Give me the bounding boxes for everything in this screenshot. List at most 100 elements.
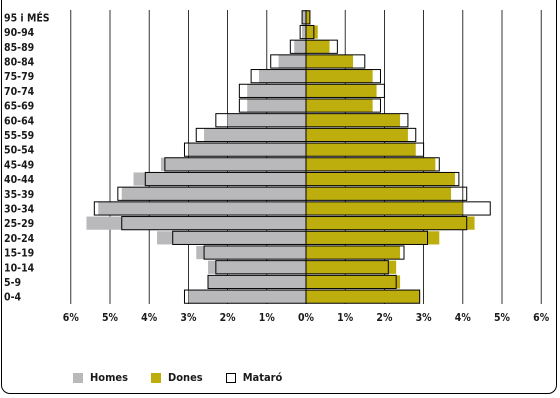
legend-swatch-mataro: [225, 372, 236, 383]
x-tick-label: 4%: [141, 312, 158, 324]
x-tick-label: 4%: [455, 312, 472, 324]
bar-homes: [86, 216, 306, 230]
x-tick-label: 0%: [298, 312, 315, 324]
x-tick-label: 6%: [533, 312, 550, 324]
bar-homes: [247, 98, 306, 113]
x-tick-label: 2%: [220, 312, 237, 324]
y-tick-label: 50-54: [4, 145, 35, 157]
y-tick-label: 85-89: [4, 42, 34, 54]
bar-mataro-right: [305, 39, 338, 54]
bar-dones: [306, 40, 330, 54]
bar-mataro-right: [305, 24, 315, 40]
bar-homes: [204, 128, 306, 142]
bar-mataro-right: [305, 260, 389, 275]
bar-homes: [247, 84, 306, 98]
bar-mataro-right: [305, 98, 381, 113]
bar-homes: [160, 157, 306, 171]
bar-homes: [196, 245, 306, 260]
bar-dones: [306, 98, 373, 113]
legend-item-mataro: Mataró: [225, 371, 282, 384]
y-tick-label: 90-94: [4, 27, 35, 39]
bar-mataro-right: [305, 69, 381, 84]
y-tick-label: 80-84: [4, 56, 35, 68]
bar-dones: [306, 260, 397, 274]
bar-homes: [133, 172, 306, 186]
bar-dones: [306, 157, 436, 171]
bar-mataro-right: [305, 83, 385, 98]
legend-swatch-dones: [151, 372, 162, 383]
y-tick-label: 30-34: [4, 203, 35, 215]
bar-dones: [306, 231, 440, 245]
bar-homes: [188, 290, 306, 304]
y-tick-label: 40-44: [4, 174, 35, 186]
bar-dones: [306, 172, 455, 186]
y-tick-label: 0-4: [4, 292, 21, 304]
y-tick-label: 70-74: [4, 86, 35, 98]
legend-label-dones: Dones: [168, 371, 203, 384]
bar-mataro-right: [305, 201, 491, 216]
y-tick-label: 65-69: [4, 101, 34, 113]
bar-homes: [121, 187, 306, 201]
x-axis-labels: 6% 5% 4% 3% 2% 1% 0% 1% 2% 3% 4% 5% 6%: [63, 312, 550, 324]
bar-dones: [306, 201, 463, 216]
bar-homes: [302, 10, 306, 24]
bar-mataro-right: [305, 216, 468, 231]
bar-dones: [306, 84, 377, 98]
bar-homes: [294, 40, 306, 54]
bar-mataro-right: [305, 230, 429, 245]
bar-mataro-right: [305, 142, 425, 157]
legend-item-homes: Homes: [73, 371, 128, 384]
x-tick-label: 6%: [63, 312, 80, 324]
legend: Homes Dones Mataró: [73, 371, 282, 384]
bar-mataro-right: [305, 157, 440, 172]
y-tick-label: 95 i MÉS: [4, 11, 50, 24]
bar-homes: [208, 275, 306, 289]
y-tick-label: 25-29: [4, 218, 34, 230]
legend-item-dones: Dones: [151, 371, 203, 384]
x-tick-label: 2%: [376, 312, 393, 324]
x-tick-label: 5%: [494, 312, 511, 324]
y-tick-label: 10-14: [4, 262, 35, 274]
legend-label-homes: Homes: [90, 371, 129, 384]
bar-homes: [188, 143, 306, 157]
bar-mataro-right: [305, 54, 366, 69]
y-axis-labels: 95 i MÉS 90-94 85-89 80-84 75-79 70-74 65-69 60…: [4, 11, 50, 303]
bar-homes: [227, 113, 306, 127]
y-tick-label: 55-59: [4, 130, 34, 142]
y-tick-label: 35-39: [4, 189, 34, 201]
bar-homes: [208, 260, 306, 274]
y-tick-label: 75-79: [4, 71, 34, 83]
bar-homes: [278, 54, 306, 69]
bar-mataro-right: [305, 186, 468, 201]
bar-mataro-right: [305, 10, 311, 25]
x-tick-label: 3%: [180, 312, 197, 324]
bar-mataro-right: [305, 113, 409, 128]
y-tick-label: 15-19: [4, 248, 34, 260]
bar-dones: [306, 290, 420, 304]
bar-homes: [98, 201, 307, 216]
bar-mataro-right: [305, 274, 397, 290]
bar-dones: [306, 216, 475, 230]
bar-mataro-right: [305, 127, 417, 143]
bar-dones: [306, 25, 318, 39]
bar-dones: [306, 128, 408, 142]
bar-dones: [306, 245, 401, 260]
bars-layer: [86, 10, 491, 304]
bar-homes: [258, 69, 306, 83]
bar-dones: [306, 69, 373, 83]
bar-mataro-right: [305, 289, 421, 304]
grid-lines: [70, 10, 542, 304]
y-tick-label: 5-9: [4, 277, 21, 289]
bar-dones: [306, 54, 354, 69]
bar-homes: [302, 25, 306, 39]
bar-mataro-right: [305, 245, 405, 260]
bar-dones: [306, 275, 401, 289]
x-tick-label: 1%: [259, 312, 276, 324]
y-tick-label: 20-24: [4, 233, 35, 245]
y-tick-label: 60-64: [4, 115, 35, 127]
bar-dones: [306, 187, 452, 201]
bar-homes: [157, 231, 306, 245]
bar-mataro-right: [305, 171, 460, 187]
